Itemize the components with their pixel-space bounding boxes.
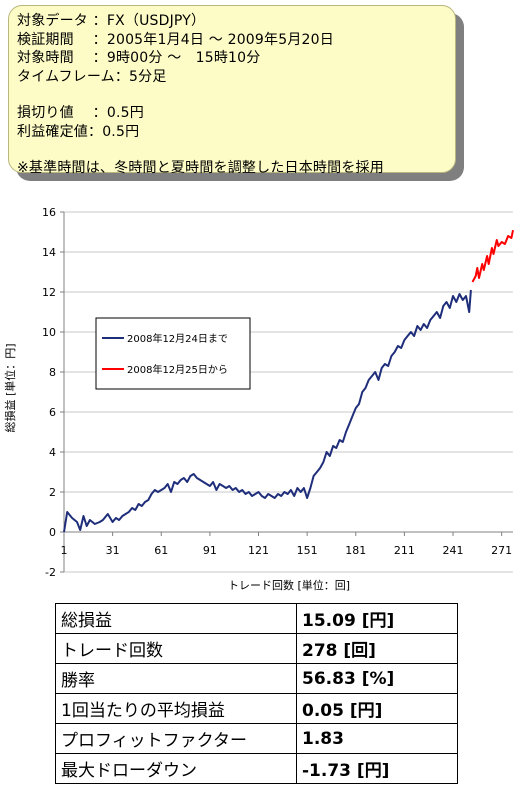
x-axis-label: トレード回数 [単位：回]: [228, 578, 350, 592]
info-box: 対象データ ：FX（USDJPY） 検証期間 ：2005年1月4日 ～ 2009…: [8, 5, 456, 176]
y-tick-label: 14: [42, 246, 56, 259]
y-tick-label: 4: [49, 446, 56, 459]
info-line: 対象時間 ：9時00分 ～ 15時10分: [17, 50, 261, 66]
y-tick-label: 8: [49, 366, 56, 379]
stat-value: 56.83 [%]: [296, 663, 458, 694]
stat-label: 総損益: [55, 603, 297, 634]
x-tick-label: 241: [443, 544, 464, 557]
x-tick-label: 61: [154, 544, 168, 557]
y-tick-labels: -2 0 2 4 6 8 10 12 14 16: [42, 206, 56, 579]
y-tick-label: 2: [49, 486, 56, 499]
y-tick-label: 10: [42, 326, 56, 339]
y-tick-label: 6: [49, 406, 56, 419]
table-row: 最大ドローダウン -1.73 [円]: [55, 753, 458, 784]
stat-value: 278 [回]: [296, 633, 458, 664]
x-tick-label: 181: [345, 544, 366, 557]
table-row: トレード回数 278 [回]: [55, 633, 458, 664]
info-line: 検証期間 ：2005年1月4日 ～ 2009年5月20日: [17, 31, 334, 48]
axes: [60, 211, 513, 573]
y-tick-label: 16: [42, 206, 56, 219]
stat-value: 1.83: [296, 723, 458, 754]
stat-label: 勝率: [55, 663, 297, 694]
stat-value: -1.73 [円]: [296, 753, 458, 784]
stat-label: トレード回数: [55, 633, 297, 664]
stat-label: 1回当たりの平均損益: [55, 693, 297, 724]
legend-box: [95, 317, 251, 390]
x-tick-label: 31: [106, 544, 120, 557]
x-tick-label: 91: [203, 544, 217, 557]
y-tick-label: -2: [45, 566, 56, 579]
info-note: ※基準時間は、冬時間と夏時間を調整した日本時間を採用: [17, 160, 384, 176]
stop-loss-line: 損切り値 ：0.5円: [17, 105, 144, 121]
y-tick-label: 0: [49, 526, 56, 539]
x-tick-label: 1: [61, 544, 68, 557]
table-row: プロフィットファクター 1.83: [55, 723, 458, 754]
x-tick-labels: 1 31 61 91 121 151 181 211 241 271: [61, 544, 513, 557]
legend-label: 2008年12月24日まで: [127, 332, 228, 345]
table-row: 1回当たりの平均損益 0.05 [円]: [55, 693, 458, 724]
legend-label: 2008年12月25日から: [127, 363, 228, 376]
x-tick-label: 211: [394, 544, 415, 557]
grid-lines: [64, 211, 513, 573]
info-line: タイムフレーム：5分足: [17, 68, 167, 85]
stat-value: 0.05 [円]: [296, 693, 458, 724]
stats-table: 総損益 15.09 [円] トレード回数 278 [回] 勝率 56.83 [%…: [55, 603, 458, 784]
take-profit-line: 利益確定値：0.5円: [17, 123, 140, 140]
legend: 2008年12月24日まで 2008年12月25日から: [95, 317, 251, 390]
info-spacer: [17, 141, 455, 159]
y-axis-label: 総損益 [単位：円]: [3, 343, 17, 432]
equity-line-chart: -2 0 2 4 6 8 10 12 14 16 1 31 61 91 121 151 181 211 241 27…: [3, 206, 514, 592]
y-tick-label: 12: [42, 286, 56, 299]
series-line: [471, 229, 514, 283]
x-tick-label: 271: [491, 544, 512, 557]
series-lines: [63, 229, 514, 533]
stat-value: 15.09 [円]: [296, 603, 458, 634]
table-row: 勝率 56.83 [%]: [55, 663, 458, 694]
x-tick-label: 151: [297, 544, 318, 557]
info-spacer: [17, 86, 455, 104]
table-row: 総損益 15.09 [円]: [55, 603, 458, 634]
stat-label: プロフィットファクター: [55, 723, 297, 754]
info-line: 対象データ ：FX（USDJPY）: [17, 13, 206, 29]
series-line: [63, 289, 472, 533]
stat-label: 最大ドローダウン: [55, 753, 297, 784]
x-tick-label: 121: [248, 544, 269, 557]
